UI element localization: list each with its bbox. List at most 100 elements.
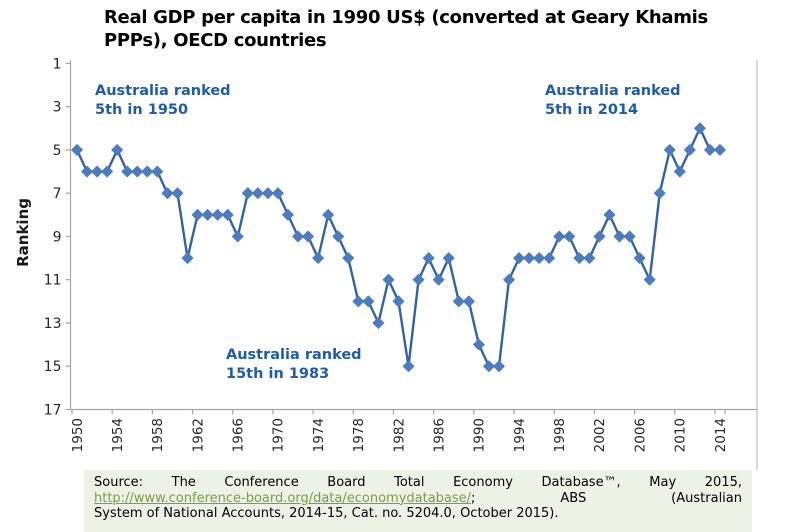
chart-title: Real GDP per capita in 1990 US$ (convert… <box>104 6 708 52</box>
data-point <box>281 208 295 221</box>
data-point <box>131 165 144 178</box>
data-point <box>271 187 285 200</box>
data-point <box>713 143 727 157</box>
data-point <box>100 165 114 178</box>
data-point <box>261 187 275 200</box>
data-point <box>241 187 254 200</box>
x-tick-label: 1982 <box>391 418 407 452</box>
data-point <box>613 230 626 243</box>
y-tick-label: 9 <box>53 229 62 245</box>
data-point <box>603 208 616 221</box>
data-point <box>543 251 556 265</box>
data-point <box>452 295 465 308</box>
data-point <box>211 208 224 221</box>
x-tick-label: 1950 <box>70 418 86 452</box>
x-tick-label: 2002 <box>592 418 608 452</box>
data-point <box>522 251 536 265</box>
x-tick-label: 1998 <box>552 418 568 452</box>
y-tick-label: 1 <box>53 56 62 72</box>
x-tick-label: 1962 <box>190 418 206 452</box>
y-tick-label: 17 <box>44 403 62 419</box>
data-point <box>322 208 335 221</box>
data-point <box>563 230 576 243</box>
annotation-1983-line2: 15th in 1983 <box>226 365 330 382</box>
y-tick-label: 11 <box>44 273 62 289</box>
data-point <box>181 251 194 265</box>
data-point <box>342 251 355 265</box>
data-point <box>332 230 345 243</box>
x-tick-label: 1990 <box>472 418 488 452</box>
x-tick-label: 1978 <box>351 418 367 452</box>
data-point <box>502 273 516 286</box>
annotation-2014-line1: Australia ranked <box>545 83 681 99</box>
data-point <box>80 165 94 178</box>
data-point <box>492 360 506 373</box>
data-point <box>362 295 375 308</box>
x-tick-label: 1970 <box>271 418 287 452</box>
data-point <box>693 122 707 135</box>
data-point <box>553 230 566 243</box>
data-point <box>111 143 124 157</box>
data-point <box>422 251 435 265</box>
data-point <box>442 251 455 265</box>
data-point <box>583 251 596 265</box>
data-point <box>673 165 686 178</box>
data-point <box>221 208 234 221</box>
data-point <box>141 165 154 178</box>
annotation-1950: Australia ranked 5th in 1950 <box>95 82 231 119</box>
data-point <box>482 360 496 373</box>
data-line <box>75 127 722 368</box>
x-tick-label: 1974 <box>311 418 327 452</box>
data-point <box>663 143 676 157</box>
data-point <box>231 230 244 243</box>
annotation-1950-line1: Australia ranked <box>95 83 231 99</box>
data-point <box>70 143 84 157</box>
data-point <box>121 165 134 178</box>
source-note: Source: The Conference Board Total Econo… <box>84 470 752 532</box>
x-tick-label: 2010 <box>673 418 689 452</box>
data-point <box>301 230 315 243</box>
data-point <box>633 251 646 265</box>
chart-title-line1: Real GDP per capita in 1990 US$ (convert… <box>104 7 708 28</box>
source-line-2-rest: ; ABS (Australian <box>471 490 742 506</box>
data-point <box>191 208 204 221</box>
data-point <box>171 187 184 200</box>
y-tick-label: 13 <box>44 316 62 332</box>
data-point <box>151 165 164 178</box>
annotation-1983-line1: Australia ranked <box>226 347 362 363</box>
data-point <box>161 187 174 200</box>
x-tick-label: 1954 <box>110 418 126 452</box>
x-tick-label: 1958 <box>150 418 166 452</box>
data-point <box>462 295 475 308</box>
x-tick-label: 1986 <box>431 418 447 452</box>
data-point <box>573 251 586 265</box>
annotation-1983: Australia ranked 15th in 1983 <box>226 346 362 383</box>
x-tick-label: 2014 <box>713 418 729 452</box>
y-tick-label: 3 <box>53 100 62 116</box>
source-line-1: Source: The Conference Board Total Econo… <box>94 475 742 490</box>
data-point <box>683 143 697 157</box>
data-point <box>623 230 636 243</box>
y-tick-label: 5 <box>53 143 62 159</box>
chart-title-line2: PPPs), OECD countries <box>104 30 327 51</box>
x-tick-label: 1966 <box>231 418 247 452</box>
x-tick-label: 1994 <box>512 418 528 452</box>
data-point <box>472 338 486 351</box>
annotation-2014-line2: 5th in 2014 <box>545 101 639 118</box>
data-point <box>392 295 405 308</box>
annotation-2014: Australia ranked 5th in 2014 <box>545 82 681 119</box>
data-point <box>643 273 656 286</box>
data-point <box>90 165 104 178</box>
data-point <box>402 360 415 373</box>
data-point <box>372 316 385 330</box>
data-point <box>352 295 365 308</box>
source-link[interactable]: http://www.conference-board.org/data/eco… <box>94 490 472 506</box>
data-point <box>593 230 606 243</box>
data-point <box>291 230 305 243</box>
data-point <box>311 251 325 265</box>
data-point <box>512 251 526 265</box>
data-point <box>251 187 264 200</box>
data-point <box>382 273 395 286</box>
data-point <box>653 187 666 200</box>
